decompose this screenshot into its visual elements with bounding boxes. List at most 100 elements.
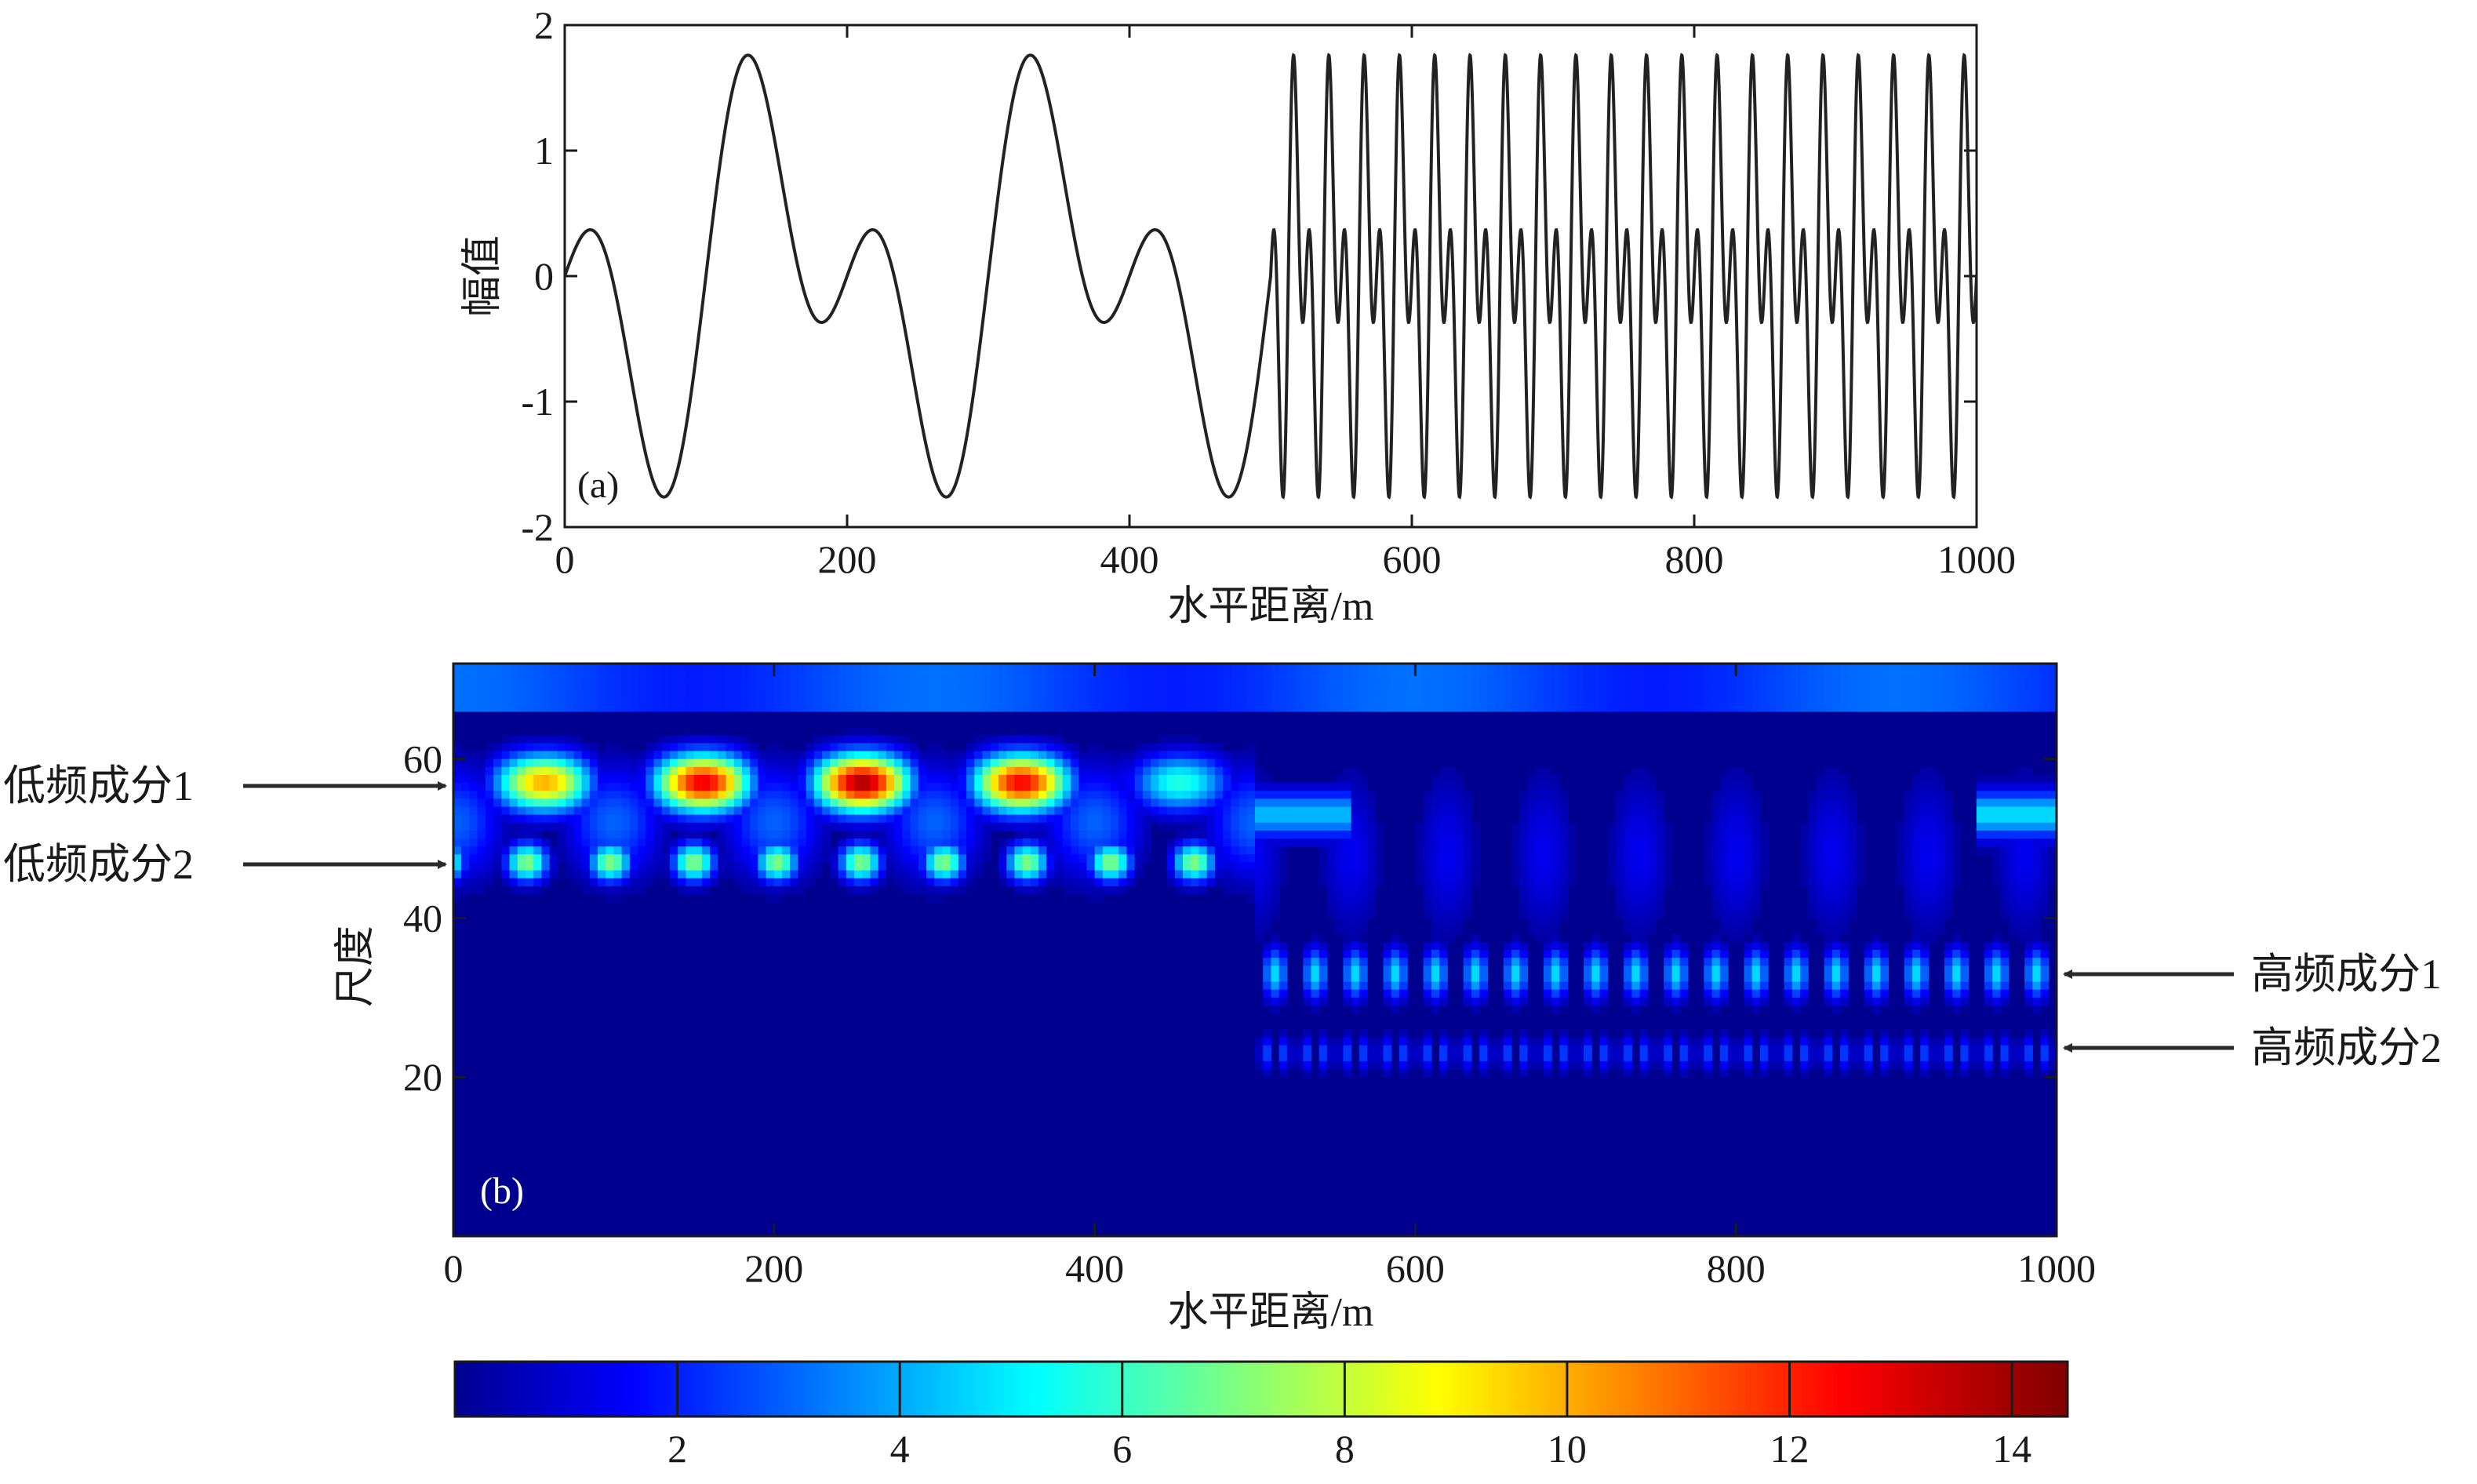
- heatmap-cell: [950, 774, 959, 784]
- heatmap-cell: [1551, 774, 1560, 784]
- heatmap-cell: [1447, 838, 1457, 847]
- heatmap-cell: [966, 798, 975, 808]
- heatmap-cell: [806, 671, 815, 680]
- heatmap-cell: [646, 878, 655, 887]
- heatmap-cell: [1920, 664, 1930, 672]
- heatmap-cell: [966, 751, 975, 760]
- heatmap-cell: [1255, 671, 1264, 680]
- heatmap-cell: [894, 687, 903, 697]
- heatmap-cell: [485, 687, 494, 697]
- heatmap-cell: [1848, 671, 1857, 680]
- heatmap-cell: [613, 886, 623, 895]
- heatmap-cell: [1503, 664, 1512, 672]
- heatmap-cell: [1391, 695, 1400, 704]
- heatmap-cell: [926, 695, 935, 704]
- heatmap-cell: [1559, 941, 1569, 951]
- heatmap-cell: [453, 870, 462, 879]
- heatmap-cell: [1584, 1029, 1592, 1038]
- heatmap-cell: [950, 766, 959, 776]
- heatmap-cell: [1455, 671, 1464, 680]
- heatmap-cell: [806, 814, 815, 824]
- heatmap-cell: [1920, 902, 1930, 911]
- heatmap-cell: [1030, 798, 1039, 808]
- heatmap-cell: [1022, 862, 1031, 871]
- heatmap-cell: [870, 751, 879, 760]
- heatmap-cell: [1952, 679, 1961, 689]
- heatmap-cell: [1014, 791, 1024, 799]
- heatmap-cell: [606, 838, 614, 847]
- heatmap-cell: [1543, 798, 1552, 808]
- heatmap-cell: [1559, 966, 1569, 975]
- heatmap-cell: [1511, 958, 1520, 966]
- heatmap-cell: [646, 838, 655, 847]
- heatmap-cell: [1311, 687, 1320, 697]
- heatmap-cell: [453, 822, 462, 831]
- heatmap-cell: [1944, 870, 1953, 879]
- heatmap-cell: [1431, 894, 1440, 903]
- heatmap-cell: [1864, 1045, 1873, 1054]
- heatmap-cell: [813, 774, 823, 784]
- heatmap-cell: [1791, 981, 1801, 991]
- heatmap-cell: [1928, 806, 1937, 816]
- heatmap-cell: [782, 687, 791, 697]
- heatmap-cell: [1864, 989, 1873, 998]
- heatmap-cell: [1423, 989, 1432, 998]
- heatmap-cell: [2008, 703, 2017, 712]
- heatmap-cell: [2048, 695, 2057, 704]
- heatmap-cell: [1471, 941, 1480, 951]
- heatmap-cell: [1840, 679, 1849, 689]
- heatmap-cell: [1183, 743, 1191, 752]
- heatmap-cell: [878, 687, 887, 697]
- heatmap-cell: [1246, 886, 1256, 895]
- heatmap-cell: [2008, 791, 2017, 799]
- heatmap-cell: [1046, 783, 1056, 791]
- heatmap-cell: [846, 830, 855, 839]
- heatmap-cell: [469, 878, 478, 887]
- heatmap-cell: [1343, 671, 1352, 680]
- heatmap-cell: [2032, 989, 2042, 998]
- heatmap-cell: [1223, 862, 1231, 871]
- heatmap-cell: [1423, 830, 1432, 839]
- heatmap-cell: [541, 766, 551, 776]
- heatmap-cell: [1126, 838, 1136, 847]
- heatmap-cell: [1198, 783, 1208, 791]
- heatmap-cell: [1391, 997, 1400, 1006]
- heatmap-cell: [1351, 902, 1360, 911]
- heatmap-cell: [1038, 735, 1047, 744]
- heatmap-cell: [1768, 1037, 1777, 1046]
- heatmap-cell: [1335, 695, 1344, 704]
- heatmap-cell: [1952, 973, 1961, 983]
- heatmap-cell: [1183, 846, 1191, 855]
- heatmap-cell: [1375, 671, 1384, 680]
- heatmap-cell: [1094, 862, 1104, 871]
- heatmap-cell: [1238, 751, 1248, 760]
- heatmap-cell: [533, 854, 543, 864]
- heatmap-cell: [1303, 806, 1312, 816]
- heatmap-cell: [1656, 878, 1664, 887]
- heatmap-cell: [541, 695, 551, 704]
- heatmap-cell: [1078, 671, 1087, 680]
- heatmap-cell: [1984, 687, 1993, 697]
- heatmap-cells: [453, 664, 2057, 1078]
- heatmap-cell: [1319, 695, 1328, 704]
- heatmap-cell: [918, 854, 927, 864]
- heatmap-cell: [2048, 846, 2057, 855]
- heatmap-cell: [1824, 703, 1833, 712]
- heatmap-cell: [1535, 918, 1544, 927]
- heatmap-cell: [1255, 806, 1264, 816]
- heatmap-cell: [1808, 846, 1817, 855]
- heatmap-cell: [1920, 687, 1930, 697]
- heatmap-cell: [573, 664, 583, 672]
- heatmap-cell: [1928, 791, 1937, 799]
- heatmap-cell: [782, 806, 791, 816]
- heatmap-cell: [2000, 1037, 2010, 1046]
- heatmap-cell: [1871, 703, 1881, 712]
- heatmap-cell: [1399, 973, 1408, 983]
- heatmap-cell: [1198, 798, 1208, 808]
- heatmap-cell: [1920, 766, 1930, 776]
- heatmap-cell: [1744, 926, 1753, 935]
- heatmap-cell: [1118, 886, 1128, 895]
- heatmap-cell: [1174, 878, 1184, 887]
- heatmap-cell: [1831, 918, 1841, 927]
- heatmap-cell: [878, 791, 887, 799]
